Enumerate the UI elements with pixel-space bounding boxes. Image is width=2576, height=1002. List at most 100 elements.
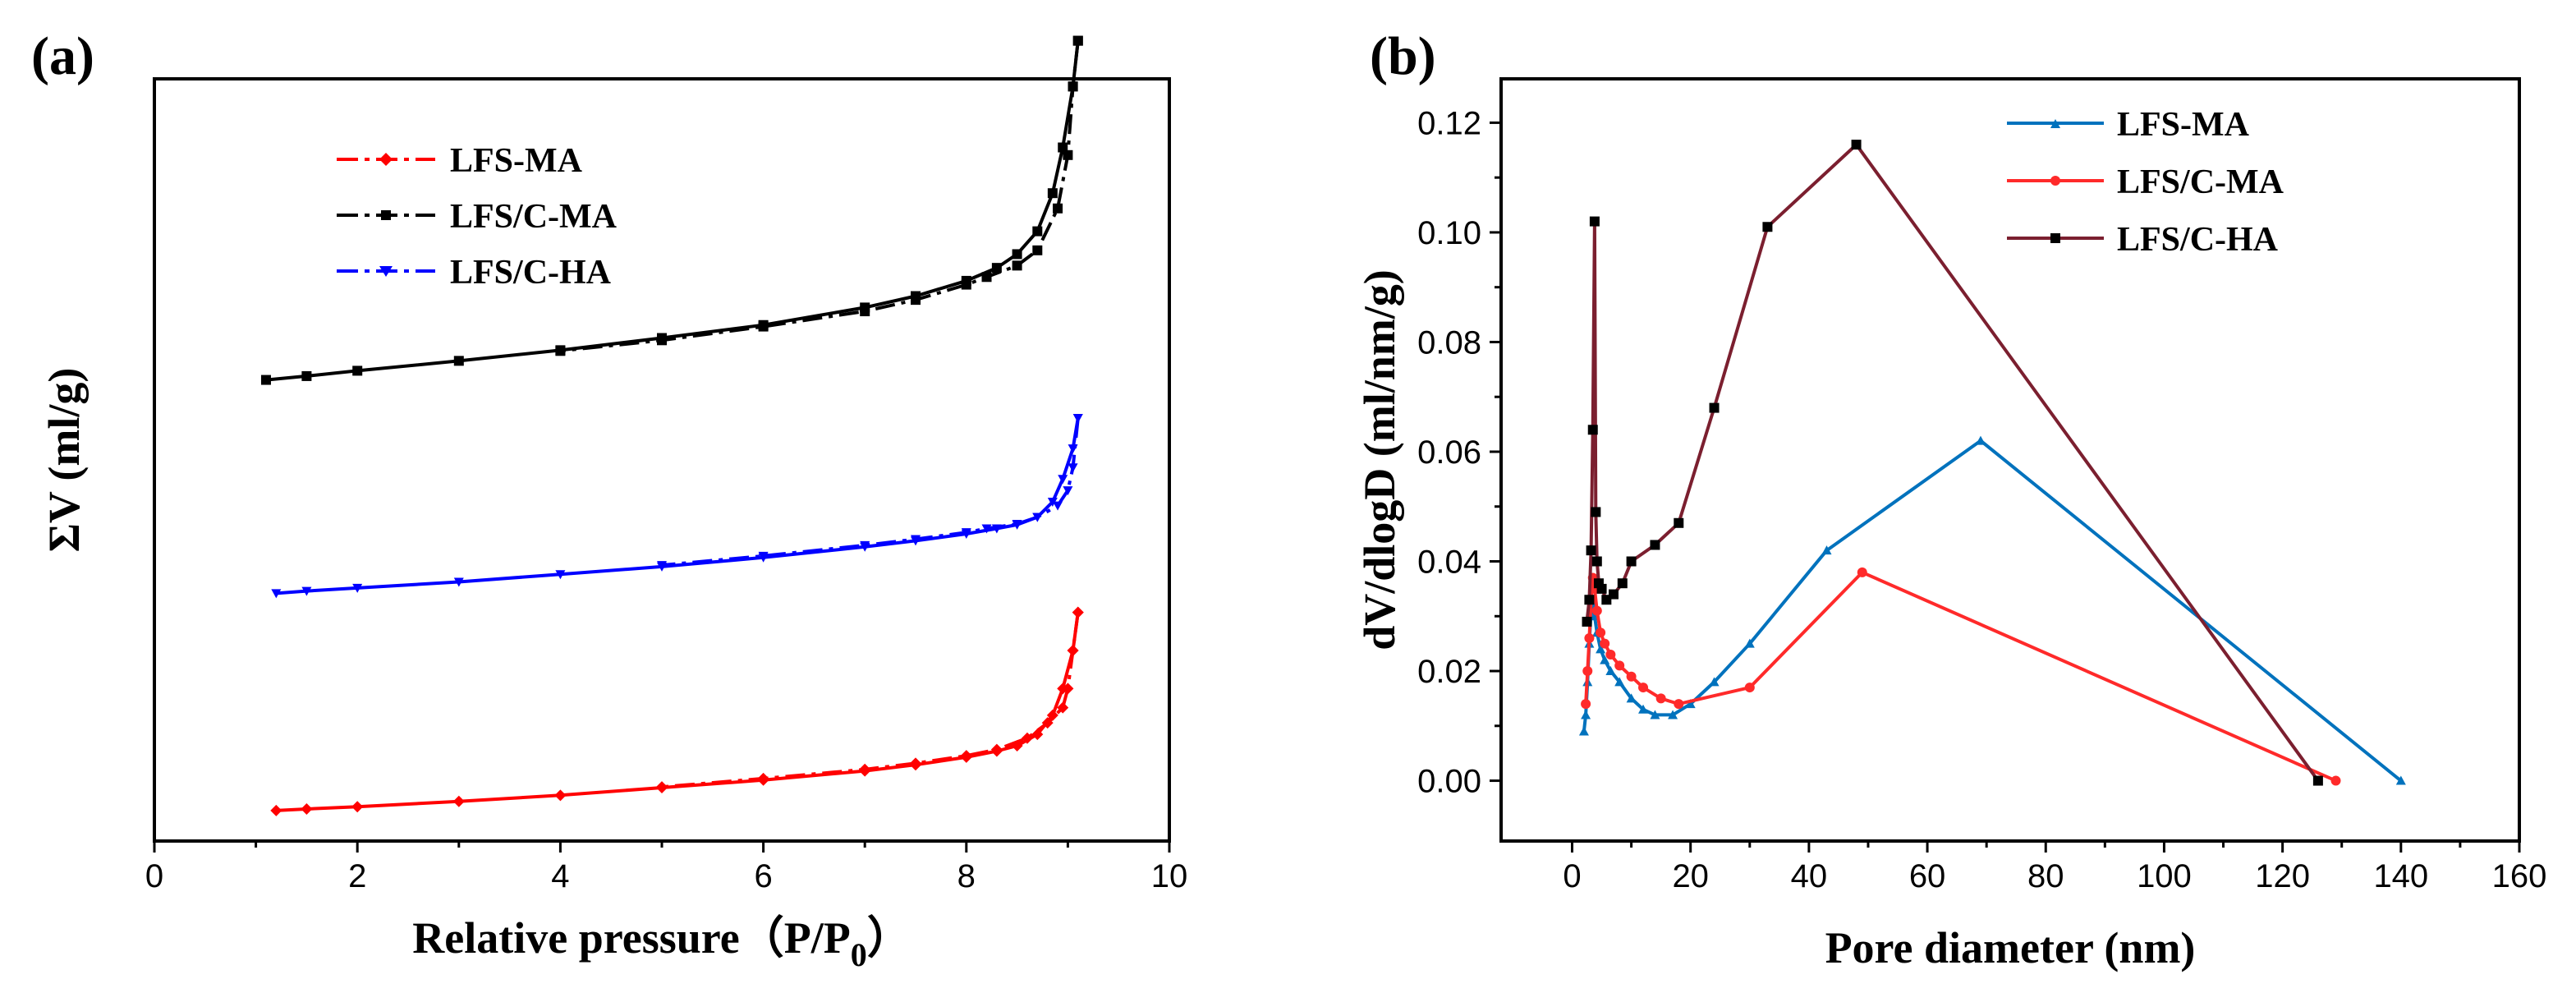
panel-a-lfs-c-ha-adsorption-point xyxy=(555,570,566,580)
panel-b-y-tick-label: 0.06 xyxy=(1417,434,1481,471)
panel-b-lfs-ma-curve-point xyxy=(1581,710,1591,719)
panel-a-isotherms: (a) 0 2 4 6 8 10 LFS-MA LFS/C-MA LFS/C-HA Rel xyxy=(31,26,1187,973)
panel-b-lfs-c-ma-curve-line xyxy=(1584,570,2337,783)
panel-b-lfs-ma-curve-point xyxy=(2395,775,2406,785)
panel-b-x-tick-label: 120 xyxy=(2255,858,2310,894)
panel-a-x-tick-label: 8 xyxy=(957,858,976,894)
panel-b-lfs-c-ha-curve-point xyxy=(2312,775,2323,786)
panel-b-lfs-c-ma-curve-point xyxy=(1600,638,1610,649)
panel-a-lfs-c-ma-desorption-line xyxy=(560,40,1080,353)
panel-b-lfs-c-ma-curve-point xyxy=(1626,671,1637,682)
panel-a-lfs-ma-desorption-point xyxy=(1067,645,1079,656)
panel-a-lfs-c-ma-adsorption-point xyxy=(260,375,271,385)
panel-b-lfs-c-ha-curve-point xyxy=(1608,589,1619,600)
panel-a-lfs-c-ha-desorption-point xyxy=(1053,501,1063,511)
panel-b-lfs-ma-curve-point xyxy=(1605,666,1616,676)
panel-b-lfs-c-ma-curve-point xyxy=(1857,567,1867,577)
panel-a-lfs-c-ma-desorption-point xyxy=(1012,260,1022,271)
panel-a-lfs-c-ma-desorption-point xyxy=(1072,35,1083,46)
panel-a-x-tick-label: 6 xyxy=(754,858,772,894)
panel-a-lfs-c-ha-adsorption-point xyxy=(271,589,282,599)
panel-b-lfs-c-ha-curve-point xyxy=(1587,425,1598,435)
panel-a-lfs-c-ha-desorption-point xyxy=(1063,486,1073,496)
panel-a-lfs-c-ma-adsorption-point xyxy=(1058,142,1068,153)
panel-a-lfs-ma-desorption-point xyxy=(1062,683,1074,695)
legend-marker-lfs-c-ha xyxy=(379,266,393,277)
legend-label-b-lfs-c-ha: LFS/C-HA xyxy=(2117,221,2279,259)
panel-a-plot-frame xyxy=(153,77,1171,843)
legend-marker-lfs-c-ma xyxy=(381,210,391,220)
panel-a-y-axis-title: ΣV (ml/g) xyxy=(39,368,89,553)
panel-a-lfs-c-ha-desorption-line xyxy=(661,417,1080,568)
panel-a-lfs-c-ma-adsorption-point xyxy=(301,370,312,381)
panel-a-x-axis: 0 2 4 6 8 10 xyxy=(145,841,1187,894)
panel-a-lfs-c-ma-desorption-point xyxy=(555,346,566,356)
panel-b-lfs-c-ha-curve-point xyxy=(1582,616,1592,627)
panel-b-lfs-ma-curve-point xyxy=(1626,693,1637,703)
panel-a-lfs-c-ha-adsorption-point xyxy=(453,577,464,587)
panel-a-lfs-ma-desorption-point xyxy=(1057,701,1069,714)
panel-b-x-axis: 0 20 40 60 80 100 120 140 160 xyxy=(1563,841,2546,894)
panel-a-lfs-c-ha-adsorption-point xyxy=(1058,475,1068,485)
panel-a-lfs-c-ma-adsorption-point xyxy=(453,356,464,366)
panel-b-x-tick-label: 80 xyxy=(2027,858,2064,894)
panel-b-lfs-c-ha-curve-point xyxy=(1591,507,1601,517)
panel-a-lfs-ma-adsorption-point xyxy=(1031,729,1044,741)
panel-b-lfs-c-ma-curve-point xyxy=(1744,683,1755,693)
panel-b-lfs-c-ma-curve-point xyxy=(2330,775,2341,786)
panel-b-lfs-c-ma-curve-point xyxy=(1638,683,1649,693)
legend-label-lfs-c-ha: LFS/C-HA xyxy=(450,254,612,292)
panel-b-lfs-c-ha-curve-point xyxy=(1589,216,1600,227)
panel-b-x-tick-label: 100 xyxy=(2137,858,2192,894)
panel-a-lfs-c-ma-adsorption-point xyxy=(1012,249,1022,260)
panel-b-x-axis-title: Pore diameter (nm) xyxy=(1825,923,2196,972)
panel-a-lfs-c-ma-desorption-point xyxy=(1032,245,1043,255)
panel-a-lfs-c-ma-desorption-point xyxy=(911,295,921,306)
panel-b-lfs-c-ma-curve-point xyxy=(1655,693,1666,704)
panel-b-y-tick-label: 0.08 xyxy=(1417,324,1481,361)
panel-b-y-tick-label: 0.00 xyxy=(1417,764,1481,800)
panel-b-series xyxy=(1578,140,2406,786)
panel-b-legend: LFS-MA LFS/C-MA LFS/C-HA xyxy=(2007,106,2284,259)
panel-a-lfs-c-ma-adsorption-point xyxy=(1032,226,1043,237)
panel-a-lfs-ma-adsorption-point xyxy=(554,789,567,802)
panel-b-lfs-c-ha-curve-point xyxy=(1626,556,1637,567)
panel-b-x-tick-label: 60 xyxy=(1909,858,1946,894)
panel-b-lfs-ma-curve-line xyxy=(1582,439,2403,783)
legend-marker-b-lfs-c-ha xyxy=(2050,233,2060,243)
panel-b-lfs-c-ma-curve-point xyxy=(1581,699,1591,710)
panel-a-lfs-ma-desorption-point xyxy=(859,763,871,775)
panel-b-lfs-c-ha-curve-point xyxy=(1762,222,1773,232)
panel-b-lfs-ma-curve-point xyxy=(1638,704,1649,714)
legend-marker-b-lfs-c-ma xyxy=(2050,176,2060,186)
panel-a-lfs-c-ha-adsorption-point xyxy=(1047,498,1058,508)
panel-a-lfs-c-ha-desorption-point xyxy=(758,551,769,561)
panel-a-lfs-ma-adsorption-line xyxy=(276,612,1080,812)
panel-a-x-axis-title: Relative pressure（P/P0） xyxy=(412,913,911,973)
panel-b-lfs-c-ma-curve-point xyxy=(1614,660,1625,671)
panel-b-x-tick-label: 20 xyxy=(1672,858,1709,894)
panel-a-lfs-ma-desorption-point xyxy=(910,757,921,770)
panel-b-lfs-c-ha-curve-point xyxy=(1650,540,1660,550)
panel-b-lfs-c-ha-curve-point xyxy=(1617,578,1628,589)
panel-a-series xyxy=(260,35,1084,816)
panel-b-lfs-ma-curve-point xyxy=(1709,677,1720,687)
panel-a-label: (a) xyxy=(31,26,94,86)
panel-a-x-tick-label: 2 xyxy=(348,858,366,894)
panel-a-lfs-c-ma-desorption-point xyxy=(1063,149,1073,160)
panel-b-lfs-c-ha-curve-point xyxy=(1584,595,1595,605)
panel-a-lfs-c-ma-desorption-point xyxy=(860,306,870,317)
panel-b-lfs-ma-curve-point xyxy=(1600,655,1610,664)
panel-b-y-axis: 0.00 0.02 0.04 0.06 0.08 0.10 0.12 xyxy=(1417,105,1501,800)
panel-a-lfs-c-ha-desorption-point xyxy=(981,524,992,534)
panel-b-lfs-ma-curve-point xyxy=(1685,699,1696,709)
panel-a-lfs-c-ha-adsorption-point xyxy=(301,586,312,596)
panel-b-lfs-c-ha-curve-point xyxy=(1586,545,1596,556)
panel-a-lfs-c-ma-desorption-point xyxy=(1053,203,1063,214)
panel-b-lfs-c-ha-curve-point xyxy=(1596,583,1607,594)
panel-b-lfs-c-ma-curve-point xyxy=(1605,650,1616,660)
panel-b-lfs-c-ma-curve-point xyxy=(1596,627,1606,638)
panel-a-lfs-ma-desorption-point xyxy=(1041,717,1054,729)
panel-b-lfs-c-ha-curve-point xyxy=(1851,140,1862,150)
panel-b-lfs-ma-curve-point xyxy=(1975,435,1986,445)
